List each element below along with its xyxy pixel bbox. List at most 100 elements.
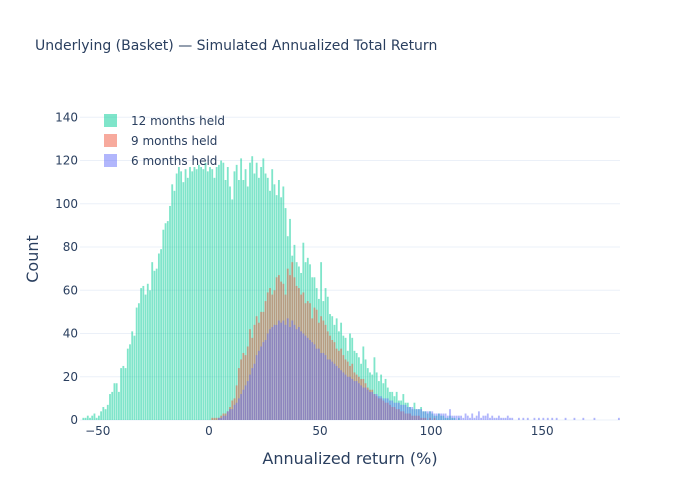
y-tick-label: 40 xyxy=(63,327,78,341)
x-tick-label: −50 xyxy=(85,424,110,438)
histogram-bar xyxy=(120,368,123,420)
histogram-bar xyxy=(164,223,167,420)
y-tick-label: 100 xyxy=(55,197,78,211)
histogram-bar xyxy=(533,417,536,420)
histogram-bar xyxy=(475,415,478,420)
histogram-bar xyxy=(97,415,100,420)
histogram-bar xyxy=(373,394,376,420)
histogram-bar xyxy=(366,389,369,420)
histogram-bar xyxy=(451,415,454,420)
histogram-bar xyxy=(333,363,336,420)
histogram-bar xyxy=(300,331,303,420)
histogram-bar xyxy=(144,294,147,420)
histogram-bar xyxy=(135,307,138,420)
histogram-bar xyxy=(491,415,494,420)
histogram-bar xyxy=(295,329,298,420)
histogram-bar xyxy=(389,400,391,420)
y-tick-label: 20 xyxy=(63,370,78,384)
histogram-bar xyxy=(262,158,265,421)
histogram-bar xyxy=(246,186,249,420)
histogram-bar xyxy=(226,411,229,420)
histogram-bar xyxy=(233,404,236,420)
histogram-bar xyxy=(277,320,280,420)
histogram-bar xyxy=(486,413,489,420)
histogram-bar xyxy=(302,333,305,420)
histogram-bar xyxy=(189,167,191,420)
histogram-bar xyxy=(242,352,245,420)
histogram-bar xyxy=(537,417,540,420)
histogram-bar xyxy=(140,288,143,420)
histogram-bar xyxy=(464,413,467,420)
histogram-bar xyxy=(462,417,465,420)
histogram-bar xyxy=(355,381,358,420)
histogram-bar xyxy=(502,417,505,420)
histogram-bar xyxy=(466,415,469,420)
histogram-bar xyxy=(137,303,140,420)
histogram-bar xyxy=(237,398,240,420)
histogram-bar xyxy=(320,352,323,420)
histogram-bar xyxy=(171,184,174,420)
histogram-bar xyxy=(240,158,243,421)
histogram-bar xyxy=(233,171,236,420)
histogram-bar xyxy=(204,162,207,420)
y-tick-label: 120 xyxy=(55,154,78,168)
histogram-bar xyxy=(91,415,94,420)
histogram-bar xyxy=(509,417,511,420)
chart-title: Underlying (Basket) — Simulated Annualiz… xyxy=(35,38,437,54)
y-axis-title: Count xyxy=(23,235,42,283)
histogram-bar xyxy=(326,359,329,420)
legend[interactable]: 12 months held 9 months held 6 months held xyxy=(104,114,225,168)
histogram-bar xyxy=(317,348,320,420)
x-axis-title: Annualized return (%) xyxy=(262,449,437,468)
histogram-bar xyxy=(282,320,285,420)
x-tick-label: 50 xyxy=(312,424,327,438)
histogram-bar xyxy=(186,177,189,420)
histogram-bar xyxy=(104,409,107,420)
histogram-bar xyxy=(242,389,245,420)
legend-item[interactable]: 6 months held xyxy=(104,154,217,168)
histogram-bar xyxy=(329,359,331,420)
histogram-bar xyxy=(493,417,496,420)
histogram-bar xyxy=(191,171,194,420)
histogram-bar xyxy=(409,407,411,420)
histogram-bar xyxy=(266,333,269,420)
y-tick-label: 80 xyxy=(63,240,78,254)
histogram-bar xyxy=(175,173,178,420)
histogram-bar xyxy=(382,398,385,420)
histogram-bar xyxy=(271,327,274,420)
histogram-bar xyxy=(362,387,365,420)
histogram-bar xyxy=(93,413,96,420)
histogram-bar xyxy=(220,417,223,420)
histogram-bar xyxy=(257,177,260,420)
histogram-bar xyxy=(229,409,231,420)
histogram-bar xyxy=(180,171,183,420)
histogram-bar xyxy=(222,415,225,420)
histogram-bar xyxy=(255,355,258,420)
histogram-bar xyxy=(353,381,356,420)
histogram-bar xyxy=(313,344,316,420)
histogram-bar xyxy=(284,324,287,420)
histogram-bar xyxy=(182,182,185,420)
histogram-bar xyxy=(526,417,529,420)
histogram-bar xyxy=(264,340,267,420)
histogram-bar xyxy=(149,290,151,420)
histogram-bar xyxy=(593,417,596,420)
histogram-bar xyxy=(226,167,229,420)
legend-label: 6 months held xyxy=(131,154,217,168)
histogram-bar xyxy=(351,378,354,420)
histogram-bar xyxy=(142,285,145,420)
legend-item[interactable]: 9 months held xyxy=(104,134,217,148)
histogram-bar xyxy=(497,415,500,420)
histogram-bar xyxy=(344,374,347,420)
histogram-bar xyxy=(315,348,318,420)
histogram-bar xyxy=(384,398,387,420)
histogram-bar xyxy=(289,327,291,420)
histogram-bar xyxy=(375,394,378,420)
histogram-bar xyxy=(573,417,576,420)
series-2 xyxy=(217,318,620,420)
histogram-bar xyxy=(235,402,238,420)
legend-item[interactable]: 12 months held xyxy=(104,114,225,128)
histogram-bar xyxy=(404,404,407,420)
histogram-bar xyxy=(406,407,409,420)
